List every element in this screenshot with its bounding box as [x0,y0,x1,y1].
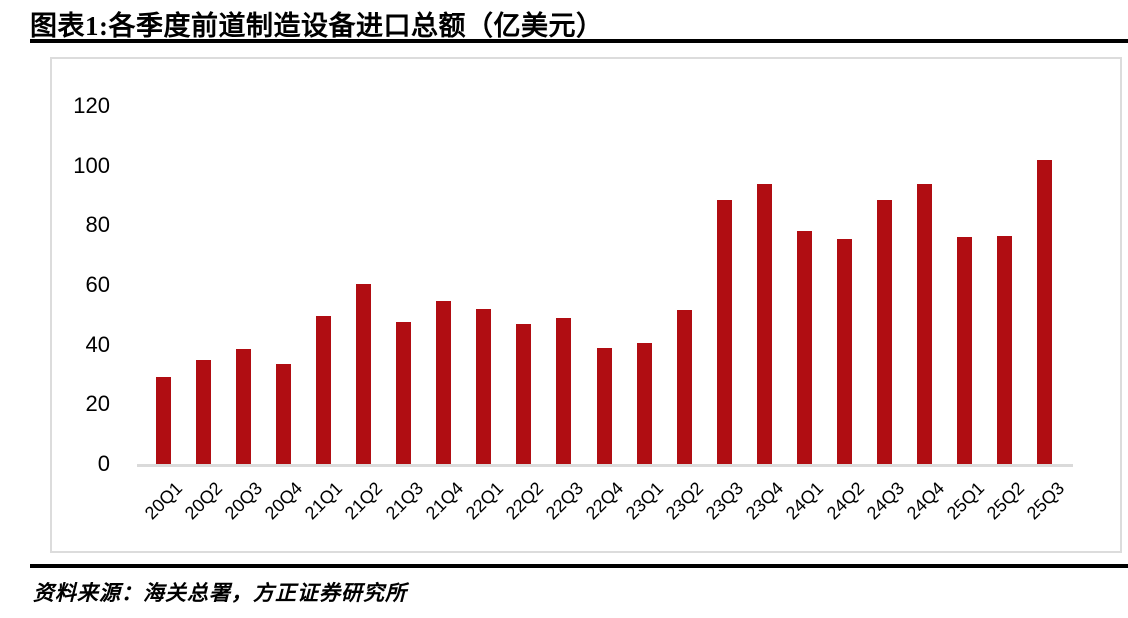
y-axis-tick-label: 0 [97,451,110,476]
y-axis-tick-label: 40 [85,331,110,357]
source-note: 资料来源：海关总署，方正证券研究所 [33,581,407,605]
y-axis-tick-label: 80 [85,212,110,238]
bar-20Q4 [275,364,291,464]
bar-24Q2 [837,238,853,464]
x-axis-line [137,464,1073,467]
bar-20Q2 [195,359,211,464]
bar-22Q1 [476,308,492,464]
bar-22Q2 [516,323,532,464]
title-divider-line [30,39,1128,43]
bar-21Q4 [436,301,452,464]
bar-25Q2 [997,235,1013,464]
figure-title: 图表1:各季度前道制造设备进口总额（亿美元） [30,11,604,41]
bar-21Q3 [396,322,412,464]
y-axis-tick-label: 120 [73,93,110,118]
bar-22Q4 [596,347,612,464]
bar-22Q3 [556,317,572,464]
y-axis-tick-label: 60 [85,272,110,297]
bar-21Q1 [315,316,331,464]
bar-20Q3 [235,349,251,464]
bar-25Q1 [957,237,973,464]
bar-24Q4 [917,183,933,464]
bar-chart-panel: 0 20 40 60 80 100 120 20Q1 20Q2 20Q3 20Q4 21Q1 21Q2 2… [50,57,1122,553]
bar-24Q3 [877,199,893,464]
y-axis-tick-label: 20 [85,391,110,417]
bar-24Q1 [796,231,812,464]
y-axis-tick-label: 100 [73,152,110,178]
bar-21Q2 [355,283,371,464]
bar-23Q2 [676,310,692,464]
bar-20Q1 [155,377,171,464]
footer-divider-line [30,564,1128,568]
bar-23Q1 [636,343,652,464]
bar-23Q3 [716,199,732,464]
bar-25Q3 [1037,159,1053,464]
bar-23Q4 [756,183,772,464]
